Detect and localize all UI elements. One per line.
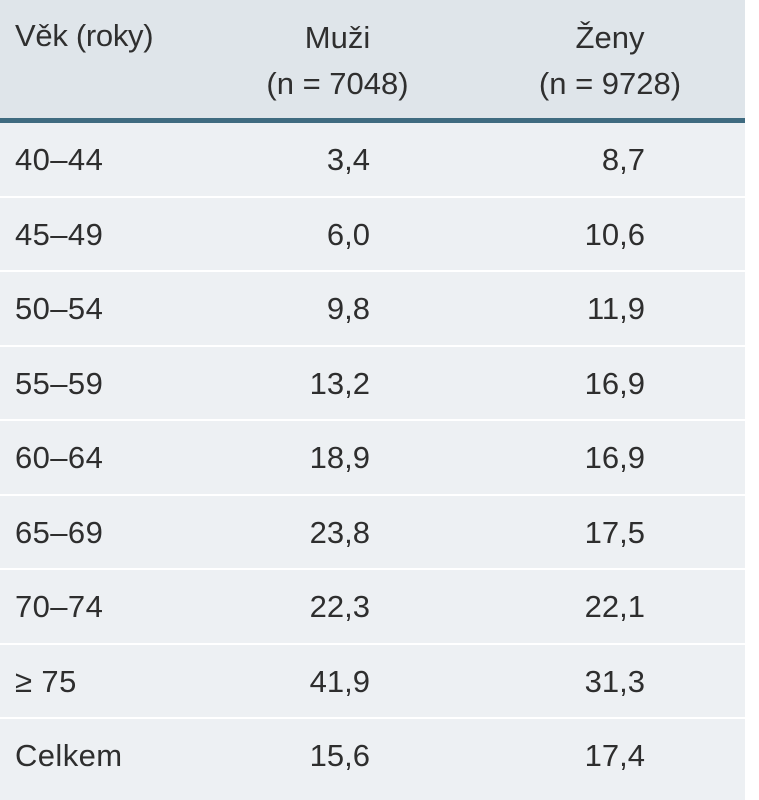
men-total-cell: 15,6 bbox=[309, 738, 370, 773]
women-value-cell: 31,3 bbox=[584, 663, 645, 699]
table-header: Věk (roky) Muži (n = 7048) Ženy (n = 972… bbox=[0, 0, 745, 118]
age-cell: 65–69 bbox=[15, 514, 104, 550]
table-row-total: Celkem 15,6 17,4 bbox=[0, 719, 745, 794]
total-label-cell: Celkem bbox=[15, 738, 123, 773]
header-divider bbox=[0, 118, 745, 123]
header-women-count: (n = 9728) bbox=[538, 66, 682, 101]
header-men-count: (n = 7048) bbox=[266, 66, 409, 101]
age-cell: 70–74 bbox=[15, 589, 104, 624]
header-women: Ženy (n = 9728) bbox=[520, 16, 700, 106]
men-value-cell: 13,2 bbox=[309, 365, 370, 401]
header-women-label: Ženy bbox=[575, 20, 645, 55]
table-row: 50–54 9,8 11,9 bbox=[0, 272, 745, 347]
age-cell: 60–64 bbox=[15, 440, 104, 475]
men-value-cell: 3,4 bbox=[326, 142, 370, 177]
age-cell: 40–44 bbox=[15, 142, 104, 177]
table-body: 40–44 3,4 8,7 45–49 6,0 10,6 50–54 9,8 1… bbox=[0, 123, 745, 794]
women-value-cell: 11,9 bbox=[586, 291, 645, 326]
table-row: ≥ 75 41,9 31,3 bbox=[0, 645, 745, 719]
header-age: Věk (roky) bbox=[15, 18, 154, 53]
men-value-cell: 41,9 bbox=[309, 663, 370, 699]
age-cell: 55–59 bbox=[15, 365, 104, 401]
table-row: 55–59 13,2 16,9 bbox=[0, 347, 745, 421]
women-value-cell: 16,9 bbox=[584, 440, 645, 475]
men-value-cell: 9,8 bbox=[326, 291, 370, 326]
header-men: Muži (n = 7048) bbox=[250, 16, 425, 106]
men-value-cell: 22,3 bbox=[309, 589, 370, 624]
women-value-cell: 22,1 bbox=[584, 589, 645, 624]
table-row: 45–49 6,0 10,6 bbox=[0, 198, 745, 272]
age-cell: 50–54 bbox=[15, 291, 104, 326]
women-value-cell: 17,5 bbox=[584, 514, 645, 550]
women-value-cell: 10,6 bbox=[584, 216, 645, 252]
men-value-cell: 18,9 bbox=[309, 440, 370, 475]
table-row: 40–44 3,4 8,7 bbox=[0, 123, 745, 198]
header-men-label: Muži bbox=[304, 20, 371, 55]
women-value-cell: 16,9 bbox=[584, 365, 645, 401]
table-row: 65–69 23,8 17,5 bbox=[0, 496, 745, 570]
women-total-cell: 17,4 bbox=[584, 738, 645, 773]
table-row: 70–74 22,3 22,1 bbox=[0, 570, 745, 645]
age-cell: 45–49 bbox=[15, 216, 104, 252]
men-value-cell: 23,8 bbox=[309, 514, 370, 550]
women-value-cell: 8,7 bbox=[601, 142, 645, 177]
men-value-cell: 6,0 bbox=[326, 216, 370, 252]
age-cell: ≥ 75 bbox=[15, 663, 77, 699]
table-row: 60–64 18,9 16,9 bbox=[0, 421, 745, 496]
